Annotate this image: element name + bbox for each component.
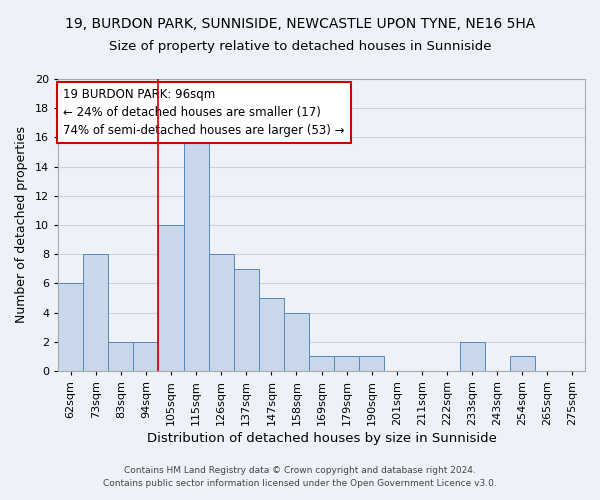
Bar [309,356,334,371]
Y-axis label: Number of detached properties: Number of detached properties [15,126,28,324]
Bar [184,138,209,371]
Bar [510,356,535,371]
Bar [359,356,384,371]
Text: 19, BURDON PARK, SUNNISIDE, NEWCASTLE UPON TYNE, NE16 5HA: 19, BURDON PARK, SUNNISIDE, NEWCASTLE UP… [65,18,535,32]
Bar [108,342,133,371]
Bar [133,342,158,371]
Text: 19 BURDON PARK: 96sqm
← 24% of detached houses are smaller (17)
74% of semi-deta: 19 BURDON PARK: 96sqm ← 24% of detached … [64,88,345,137]
Bar [58,284,83,371]
X-axis label: Distribution of detached houses by size in Sunniside: Distribution of detached houses by size … [146,432,496,445]
Bar [259,298,284,371]
Bar [158,225,184,371]
Bar [460,342,485,371]
Text: Size of property relative to detached houses in Sunniside: Size of property relative to detached ho… [109,40,491,53]
Bar [83,254,108,371]
Bar [234,268,259,371]
Bar [284,312,309,371]
Text: Contains HM Land Registry data © Crown copyright and database right 2024.
Contai: Contains HM Land Registry data © Crown c… [103,466,497,487]
Bar [334,356,359,371]
Bar [209,254,234,371]
